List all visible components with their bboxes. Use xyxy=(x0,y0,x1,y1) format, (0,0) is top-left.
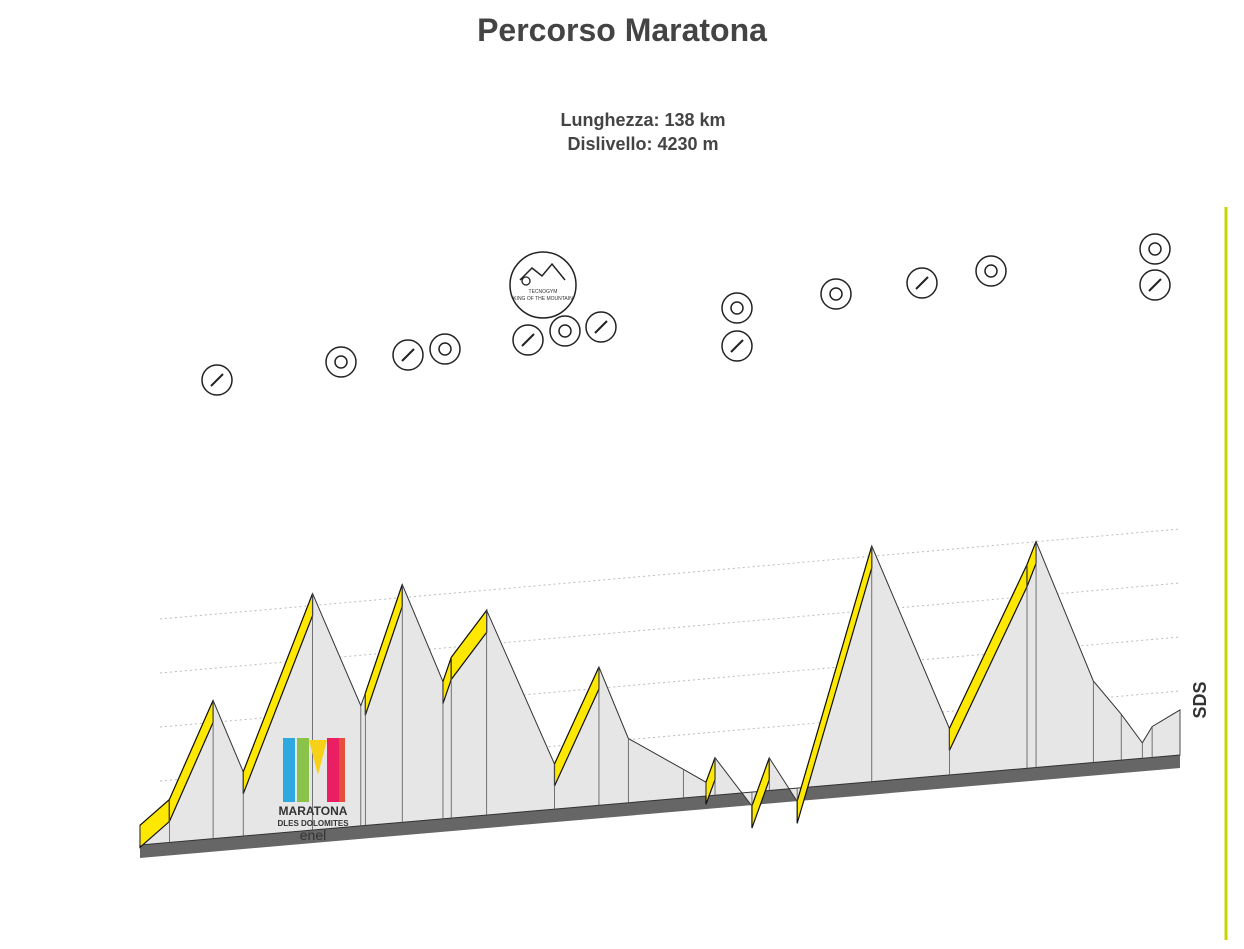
length-label: Lunghezza: 138 km xyxy=(560,110,726,130)
wrench-icon-stroke xyxy=(1148,278,1162,292)
logo-v-yellow xyxy=(309,740,327,775)
logo-bar-blue xyxy=(283,738,295,802)
plate-icon xyxy=(721,292,753,324)
plate-icon-inner xyxy=(829,287,843,301)
kom-badge: TECNOGYM KING OF THE MOUNTAIN xyxy=(509,251,577,319)
logo-bar-pink xyxy=(327,738,339,802)
mountain-icon xyxy=(519,262,566,281)
service-icons xyxy=(201,233,1171,396)
plate-icon xyxy=(975,255,1007,287)
sds-mark: SDS xyxy=(1190,681,1210,718)
base-strip xyxy=(140,755,1180,858)
waypoint-drop-lines xyxy=(139,541,1181,845)
kom-badge-line2: KING OF THE MOUNTAIN xyxy=(513,296,573,302)
plate-icon xyxy=(429,333,461,365)
logo-sponsor: enel xyxy=(300,827,326,843)
profile-area-shape xyxy=(139,540,1181,846)
climb-label: Dislivello: 4230 m xyxy=(567,134,719,154)
distance-base xyxy=(140,755,1180,858)
logo-subname: DLES DOLOMITES xyxy=(277,819,349,828)
page-title: Percorso Maratona xyxy=(477,12,767,48)
plate-icon xyxy=(820,278,852,310)
altitude-guide xyxy=(159,528,1181,620)
logo-name: MARATONA xyxy=(279,804,348,818)
plate-icon-inner xyxy=(984,264,998,278)
plate-icon xyxy=(549,315,581,347)
climb-segments xyxy=(139,541,1037,849)
plate-icon xyxy=(1139,233,1171,265)
plate-icon-inner xyxy=(730,301,744,315)
wrench-icon-stroke xyxy=(915,276,929,290)
kom-badge-circle xyxy=(509,251,577,319)
logo-bar-red xyxy=(339,738,345,802)
wrench-icon-stroke xyxy=(521,333,535,347)
plate-icon-inner xyxy=(438,342,452,356)
profile-area xyxy=(139,540,1181,846)
wrench-icon-stroke xyxy=(401,348,415,362)
plate-icon xyxy=(325,346,357,378)
bicycle-icon xyxy=(521,276,531,286)
wrench-icon-stroke xyxy=(210,373,224,387)
plate-icon-inner xyxy=(334,355,348,369)
plate-icon-inner xyxy=(558,324,572,338)
wrench-icon-stroke xyxy=(730,339,744,353)
kom-badge-line1: TECNOGYM xyxy=(529,289,558,295)
wrench-icon-stroke xyxy=(594,320,608,334)
logo-bar-green xyxy=(297,738,309,802)
plate-icon-inner xyxy=(1148,242,1162,256)
route-info: Lunghezza: 138 km Dislivello: 4230 m xyxy=(0,108,1244,156)
maratona-logo: MARATONA DLES DOLOMITES enel xyxy=(277,738,349,843)
